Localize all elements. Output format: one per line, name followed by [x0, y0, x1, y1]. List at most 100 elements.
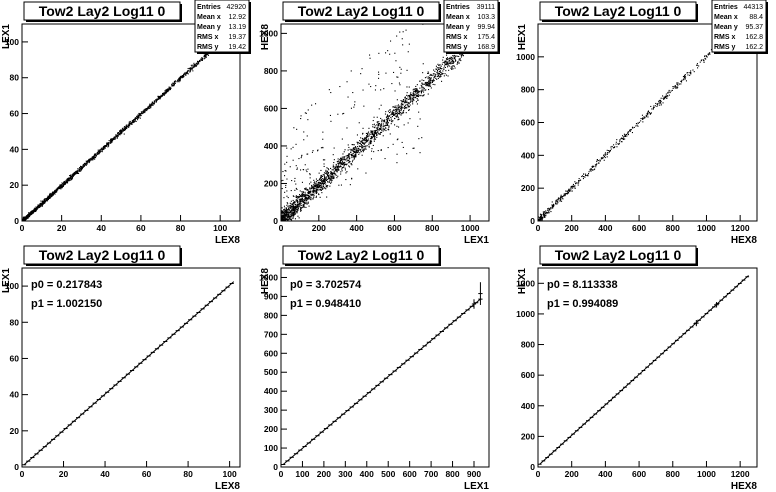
- scatter-point: [355, 152, 357, 154]
- x-tick-label: 500: [381, 469, 395, 479]
- scatter-point: [315, 189, 317, 191]
- scatter-point: [281, 210, 283, 212]
- scatter-point: [375, 138, 377, 140]
- scatter-point: [96, 154, 98, 156]
- scatter-point: [372, 124, 374, 126]
- fit-parameter: p0 = 3.702574: [290, 279, 362, 291]
- scatter-point: [172, 84, 174, 86]
- fit-parameter: p1 = 0.994089: [547, 298, 618, 310]
- scatter-point: [73, 173, 75, 175]
- scatter-point: [185, 71, 187, 73]
- scatter-point: [577, 184, 579, 186]
- scatter-point: [363, 145, 365, 147]
- scatter-point: [376, 124, 378, 126]
- scatter-point: [606, 153, 608, 155]
- scatter-point: [361, 154, 363, 156]
- scatter-point: [422, 89, 424, 91]
- stats-value: 13.19: [228, 24, 246, 31]
- scatter-point: [665, 96, 667, 98]
- scatter-point: [165, 90, 167, 92]
- scatter-point: [548, 207, 550, 209]
- scatter-point: [557, 199, 559, 201]
- scatter-point: [394, 52, 396, 54]
- scatter-point: [101, 151, 103, 153]
- scatter-point: [288, 218, 290, 220]
- scatter-point: [444, 73, 446, 75]
- scatter-point: [297, 205, 299, 207]
- scatter-point: [367, 140, 369, 142]
- scatter-point: [444, 63, 446, 65]
- scatter-point: [94, 158, 96, 160]
- scatter-point: [317, 185, 319, 187]
- scatter-point: [301, 200, 303, 202]
- scatter-point: [105, 145, 107, 147]
- scatter-point: [389, 109, 391, 111]
- scatter-point: [547, 208, 549, 210]
- scatter-point: [377, 128, 379, 130]
- scatter-point: [622, 138, 624, 140]
- scatter-point: [385, 119, 387, 121]
- scatter-point: [411, 99, 413, 101]
- scatter-point: [108, 144, 110, 146]
- scatter-point: [22, 217, 24, 219]
- scatter-point: [373, 151, 375, 153]
- scatter-point: [592, 169, 594, 171]
- scatter-point: [26, 217, 28, 219]
- scatter-point: [73, 174, 75, 176]
- scatter-point: [340, 157, 342, 159]
- scatter-point: [437, 73, 439, 75]
- scatter-point: [382, 135, 384, 137]
- scatter-point: [296, 212, 298, 214]
- scatter-point: [700, 60, 702, 62]
- scatter-point: [325, 169, 327, 171]
- scatter-point: [283, 214, 285, 216]
- scatter-point: [342, 166, 344, 168]
- scatter-point: [442, 70, 444, 72]
- scatter-point: [285, 220, 287, 221]
- scatter-point: [163, 92, 165, 94]
- scatter-point: [348, 165, 350, 167]
- scatter-point: [399, 112, 401, 114]
- scatter-point: [428, 72, 430, 74]
- scatter-point: [123, 129, 125, 131]
- scatter-point: [317, 149, 319, 151]
- scatter-point: [336, 171, 338, 173]
- scatter-point: [350, 151, 352, 153]
- scatter-point: [433, 69, 435, 71]
- scatter-point: [333, 147, 335, 149]
- scatter-point: [138, 113, 140, 115]
- scatter-point: [603, 159, 605, 161]
- scatter-point: [130, 121, 132, 123]
- scatter-point: [445, 70, 447, 72]
- scatter-point: [310, 197, 312, 199]
- scatter-point: [339, 160, 341, 162]
- scatter-point: [438, 68, 440, 70]
- scatter-point: [197, 60, 199, 62]
- scatter-point: [171, 85, 173, 87]
- scatter-point: [289, 225, 290, 226]
- scatter-point: [338, 166, 340, 168]
- scatter-point: [285, 209, 287, 211]
- scatter-point: [692, 69, 694, 71]
- scatter-point: [293, 127, 295, 129]
- scatter-point: [567, 191, 569, 193]
- scatter-point: [573, 185, 575, 187]
- scatter-point: [358, 149, 360, 151]
- scatter-point: [163, 94, 165, 96]
- scatter-point: [690, 70, 692, 72]
- scatter-point: [337, 167, 339, 169]
- scatter-point: [345, 155, 347, 157]
- scatter-point: [635, 125, 637, 127]
- scatter-point: [422, 72, 424, 74]
- scatter-point: [324, 177, 326, 179]
- scatter-point: [341, 138, 343, 140]
- scatter-point: [374, 136, 376, 138]
- scatter-point: [449, 58, 451, 60]
- scatter-point: [642, 118, 644, 120]
- scatter-point: [370, 142, 372, 144]
- scatter-point: [70, 174, 72, 176]
- scatter-point: [322, 181, 324, 183]
- scatter-point: [42, 204, 44, 206]
- scatter-point: [58, 187, 60, 189]
- scatter-point: [93, 154, 95, 156]
